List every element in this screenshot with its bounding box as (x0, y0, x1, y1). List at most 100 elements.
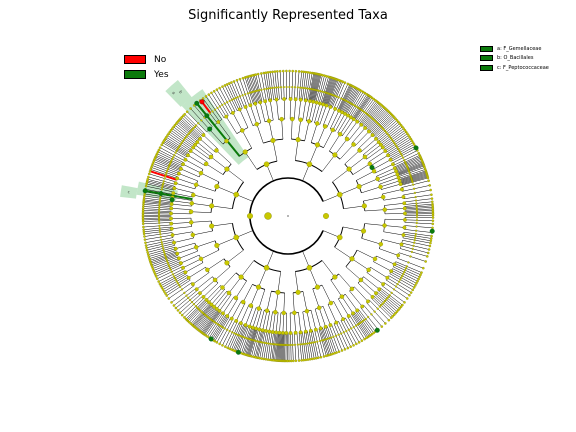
tree-node (396, 253, 401, 258)
tree-node (183, 316, 186, 319)
tree-node (418, 275, 421, 279)
tree-node (194, 305, 197, 308)
tree-node (396, 175, 401, 180)
tree-node (197, 122, 200, 125)
branch-line (370, 112, 391, 133)
tree-node (422, 266, 425, 270)
branch-line (381, 285, 405, 303)
branch-line (284, 332, 286, 361)
tree-node (386, 132, 389, 135)
branch-line (400, 248, 428, 257)
tree-node (169, 202, 174, 207)
tree-node (322, 355, 326, 358)
branch-line (345, 266, 362, 281)
tree-node (362, 154, 368, 160)
branch-line (178, 173, 198, 182)
tree-node (385, 275, 390, 280)
tree-node (383, 299, 387, 303)
branch-line (312, 74, 320, 102)
branch-line (345, 121, 358, 138)
branch-line (205, 96, 223, 120)
branch-line (326, 326, 337, 353)
tree-node (397, 120, 400, 124)
tree-node (399, 278, 402, 281)
branch-line (144, 193, 173, 199)
branch-line (359, 178, 378, 187)
branch-line (151, 255, 178, 266)
tree-node (291, 69, 295, 73)
tree-node (360, 339, 364, 343)
branch-line (160, 147, 185, 162)
tree-node (300, 86, 304, 89)
tree-node (158, 228, 161, 232)
tree-node (389, 316, 393, 320)
branch-line (397, 165, 425, 176)
tree-node (387, 134, 390, 137)
branch-line (182, 258, 202, 268)
tree-node (167, 297, 171, 300)
tree-node (375, 176, 380, 182)
taxa-swatch-b (480, 55, 493, 62)
tree-node (403, 159, 406, 162)
branch-line (366, 302, 386, 324)
tree-node (257, 327, 262, 332)
branch-line (179, 119, 201, 139)
branch-line (263, 72, 269, 101)
branch-line (401, 242, 430, 250)
branch-line (397, 164, 424, 176)
tree-node (248, 103, 253, 108)
branch-line (370, 155, 389, 166)
branch-line (384, 218, 405, 221)
branch-line (294, 312, 296, 333)
tree-node (183, 157, 188, 162)
branch-line (232, 112, 243, 131)
branch-line (143, 199, 172, 204)
branch-line (353, 96, 371, 120)
branch-line (321, 260, 336, 278)
branch-line (331, 81, 343, 108)
tree-node (344, 136, 350, 142)
branch-line (360, 138, 377, 153)
tree-node (388, 157, 393, 162)
tree-node (185, 110, 189, 114)
tree-node (394, 117, 397, 121)
tree-node (376, 307, 379, 310)
tree-node (158, 146, 162, 149)
tree-node (238, 77, 242, 81)
tree-node (372, 97, 376, 101)
branch-line (209, 129, 224, 145)
significant-node (194, 100, 200, 106)
tree-node (210, 91, 213, 95)
tree-node (196, 306, 199, 309)
tree-node (267, 87, 270, 90)
tree-node (226, 346, 229, 350)
branch-line (399, 173, 427, 183)
branch-line (208, 287, 223, 303)
branch-line (145, 239, 174, 246)
branch-line (311, 102, 317, 123)
tree-node (212, 304, 217, 309)
branch-line (384, 282, 408, 299)
branch-line (404, 208, 433, 211)
tree-node (298, 330, 303, 335)
tree-node (285, 69, 288, 73)
tree-node (370, 313, 373, 316)
branch-line (349, 93, 366, 118)
tree-node (288, 331, 293, 335)
tree-node (162, 249, 165, 252)
tree-node (145, 246, 148, 250)
tree-node (170, 159, 173, 162)
tree-node (281, 69, 285, 73)
branch-line (381, 183, 401, 190)
branch-line (290, 332, 292, 361)
tree-node (409, 255, 412, 258)
tree-node (306, 358, 310, 361)
branch-line (404, 207, 433, 210)
tree-node (280, 330, 285, 335)
branch-line (213, 316, 229, 341)
branch-line (166, 279, 191, 296)
tree-node (408, 293, 411, 297)
branch-line (378, 174, 398, 182)
tree-node (431, 226, 434, 230)
branch-line (144, 197, 172, 202)
